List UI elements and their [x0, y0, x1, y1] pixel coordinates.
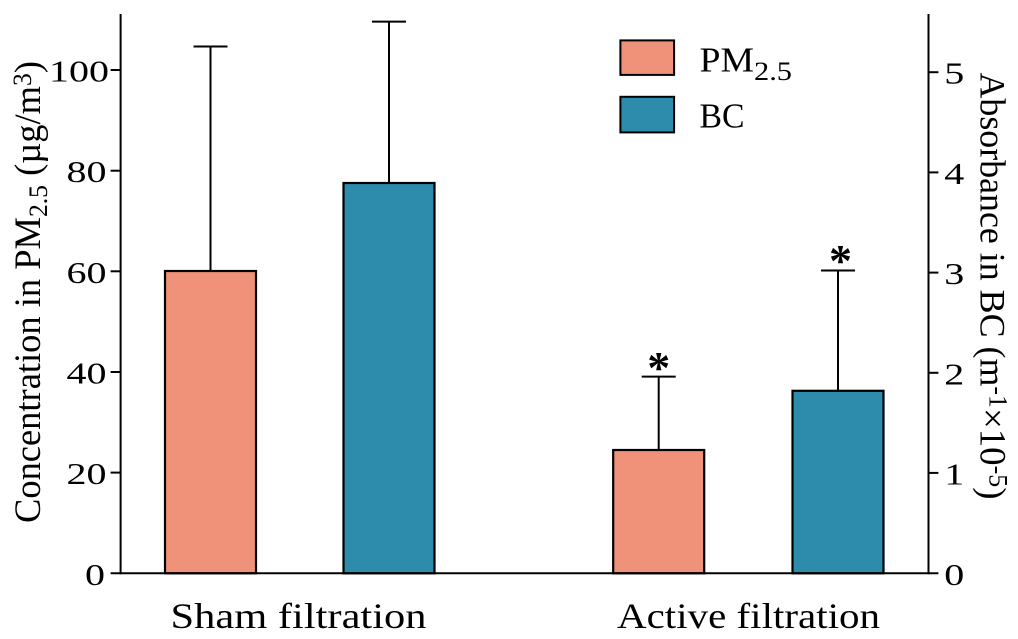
svg-text:Absorbance in BC (m-1×10-5): Absorbance in BC (m-1×10-5): [972, 73, 1013, 500]
svg-text:100: 100: [49, 54, 109, 89]
svg-text:40: 40: [67, 356, 107, 391]
svg-text:1: 1: [944, 456, 964, 491]
svg-text:80: 80: [67, 154, 107, 189]
svg-text:3: 3: [944, 256, 964, 291]
svg-text:60: 60: [67, 255, 107, 290]
svg-text:Active filtration: Active filtration: [617, 596, 880, 636]
svg-text:20: 20: [67, 456, 107, 491]
svg-text:*: *: [829, 235, 852, 286]
svg-text:4: 4: [944, 156, 965, 191]
svg-text:*: *: [647, 342, 670, 393]
svg-text:Sham filtration: Sham filtration: [171, 596, 427, 636]
svg-text:5: 5: [944, 56, 964, 91]
svg-text:0: 0: [944, 557, 964, 592]
svg-text:0: 0: [85, 557, 105, 592]
svg-text:BC: BC: [700, 97, 745, 136]
svg-text:2: 2: [944, 356, 964, 391]
svg-text:PM2.5: PM2.5: [700, 41, 793, 86]
svg-text:Concentration in PM2.5 (µg/m3): Concentration in PM2.5 (µg/m3): [8, 61, 53, 523]
